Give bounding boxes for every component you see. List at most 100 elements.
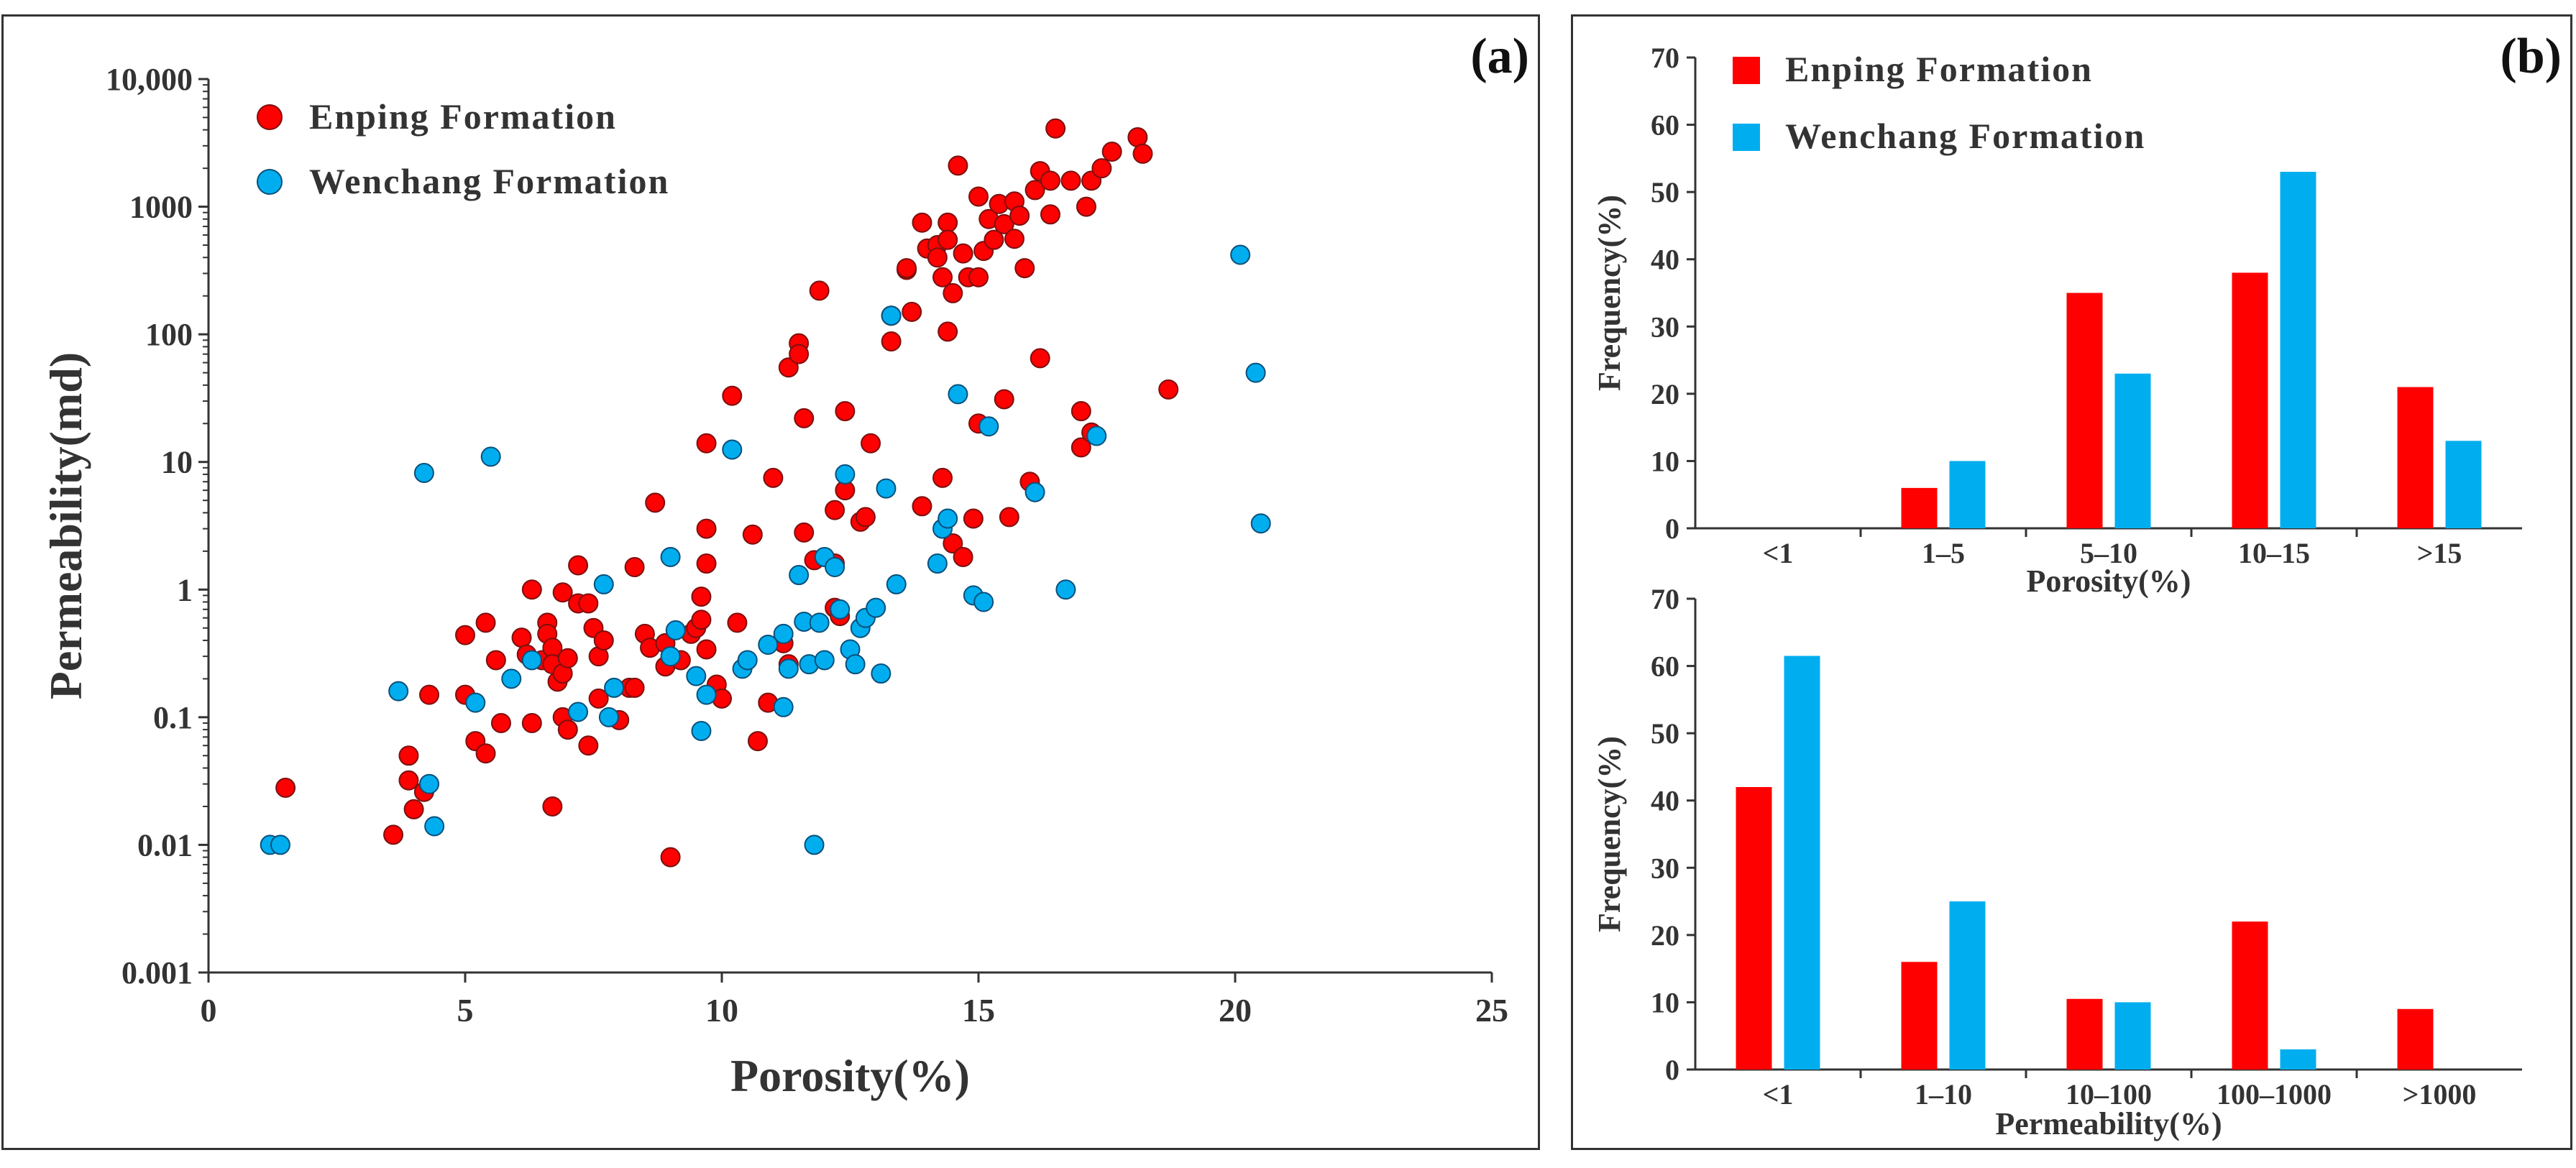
data-point [938,212,958,233]
data-point [1055,579,1076,600]
data-point [835,401,856,422]
data-point [932,267,953,288]
data-point [1025,482,1045,502]
data-point [912,212,932,233]
x-tick-label: 10 [705,992,738,1029]
x-tick-label: 0 [201,992,217,1029]
data-point [660,646,681,667]
data-point [763,467,784,488]
data-point [948,155,968,176]
scatter-chart: 0.001 0.01 0.1 1 10 100 1000 10,000 0 5 10 15 20 25 Po… [40,29,1529,1101]
x-axis-title: Permeability(%) [1995,1106,2222,1141]
data-point [886,574,907,594]
data-point [568,555,589,576]
panel-b: 0 10 20 30 40 50 60 70 <1 1–5 5–10 10–15 >15 Porosity… [1571,14,2572,1150]
bar-chart-porosity: 0 10 20 30 40 50 60 70 <1 1–5 5–10 10–15 >15 Porosity… [1592,42,2522,599]
data-point [1091,158,1112,179]
data-point [660,546,681,567]
data-point [809,612,830,633]
x-tick-label: 1–5 [1922,537,1965,569]
y-tick-label: 1 [177,572,193,607]
data-point [804,834,825,855]
data-point [521,579,542,600]
y-tick-label: 50 [1651,176,1679,208]
data-point [475,743,496,764]
legend-label: Wenchang Formation [309,161,669,201]
x-tick-label: 5 [457,992,474,1029]
data-point [825,557,845,578]
legend-marker [257,169,283,195]
data-point [1230,244,1251,265]
y-tick-label: 30 [1651,311,1679,343]
x-tick-label: >15 [2417,537,2462,569]
data-point [475,612,496,633]
data-point [645,492,666,513]
data-point [660,847,681,868]
x-tick-label: 25 [1475,992,1508,1029]
data-point [521,650,542,671]
data-point [270,834,290,855]
data-point [953,546,973,567]
x-tick-label: 5–10 [2080,537,2137,569]
y-tick-label: 40 [1651,244,1679,276]
data-point [552,582,573,603]
x-tick-label: 10–100 [2066,1078,2152,1110]
data-point [722,385,743,406]
data-point [938,508,958,529]
bar [2280,172,2316,529]
bar [2397,387,2434,528]
data-point [424,816,445,837]
data-point [691,610,712,630]
y-tick-label: 0.1 [153,700,193,735]
data-point [1030,348,1050,369]
bar [2066,293,2103,528]
data-point [968,267,989,288]
data-point [604,677,625,698]
panel-a: 0.001 0.01 0.1 1 10 100 1000 10,000 0 5 10 15 20 25 Po… [1,14,1540,1150]
data-point [943,282,963,303]
y-axis-title: Frequency(%) [1592,195,1627,391]
data-point [1045,118,1066,139]
data-point [902,301,922,322]
data-point [578,593,599,614]
bar [1901,962,1938,1070]
y-axis-title: Frequency(%) [1592,736,1627,932]
data-point [1014,258,1035,279]
panel-label-a: (a) [1470,29,1529,84]
x-tick-label: >1000 [2403,1078,2477,1110]
data-point [1132,143,1153,164]
x-axis-title: Porosity(%) [730,1050,970,1101]
bar [1736,787,1772,1070]
data-point [789,565,810,586]
bar [1949,901,1986,1070]
data-point [994,213,1014,234]
data-point [588,688,609,709]
bar-charts: 0 10 20 30 40 50 60 70 <1 1–5 5–10 10–15 >15 Porosity… [1592,29,2562,1141]
data-point [1071,437,1091,458]
data-point [897,258,917,279]
y-tick-label: 70 [1651,42,1679,74]
data-point [953,243,973,264]
data-point [876,478,897,499]
legend-label: Wenchang Formation [1785,116,2145,156]
data-point [1101,141,1122,162]
data-point [912,496,932,517]
data-point [598,707,619,727]
bar [2114,373,2151,528]
x-tick-label: 10–15 [2238,537,2310,569]
y-tick-label: 0.01 [137,827,193,863]
data-point [691,721,712,742]
data-point [1250,513,1271,534]
data-point [485,650,506,671]
y-tick-label: 50 [1651,717,1679,750]
data-point [984,229,1004,250]
data-point [521,712,542,733]
data-point [593,574,614,594]
data-point [696,639,717,660]
data-point [275,778,296,799]
data-point [938,321,958,342]
data-point [557,648,578,668]
data-point [809,280,830,301]
data-point [881,331,902,352]
data-point [419,684,440,705]
